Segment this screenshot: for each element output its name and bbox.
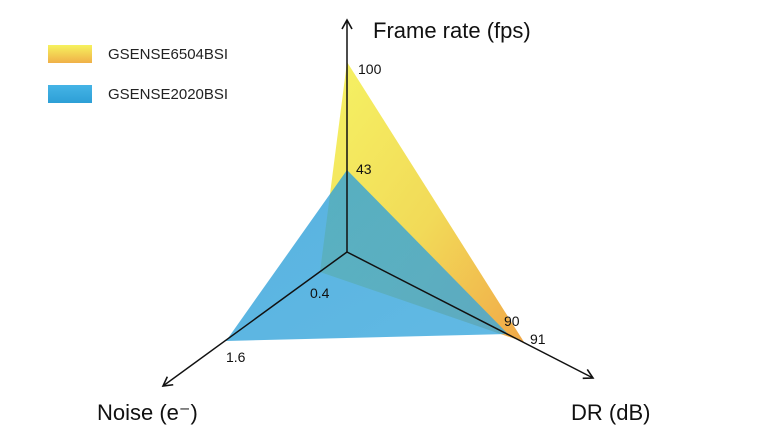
axis-noise-line bbox=[161, 251, 348, 387]
value-label-noise-gsense2020bsi: 1.6 bbox=[226, 349, 246, 365]
axis-title-dr: DR (dB) bbox=[571, 400, 650, 425]
axis-dr-line bbox=[346, 251, 595, 380]
legend: GSENSE6504BSI GSENSE2020BSI bbox=[48, 44, 228, 124]
value-label-frame-rate-gsense6504bsi: 100 bbox=[358, 61, 382, 77]
legend-item-gsense2020bsi: GSENSE2020BSI bbox=[48, 84, 228, 104]
legend-label-gsense6504bsi: GSENSE6504BSI bbox=[108, 45, 229, 63]
legend-swatch-gsense6504bsi bbox=[48, 45, 92, 63]
axis-title-frame-rate: Frame rate (fps) bbox=[373, 18, 531, 43]
axis-title-noise: Noise (e⁻) bbox=[97, 400, 198, 425]
value-label-dr-gsense2020bsi: 90 bbox=[504, 313, 520, 329]
value-label-noise-gsense6504bsi: 0.4 bbox=[310, 285, 330, 301]
value-label-dr-gsense6504bsi: 91 bbox=[530, 331, 546, 347]
legend-swatch-gsense2020bsi bbox=[48, 85, 92, 103]
value-label-frame-rate-gsense2020bsi: 43 bbox=[356, 161, 372, 177]
legend-label-gsense2020bsi: GSENSE2020BSI bbox=[108, 85, 229, 103]
legend-item-gsense6504bsi: GSENSE6504BSI bbox=[48, 44, 228, 64]
